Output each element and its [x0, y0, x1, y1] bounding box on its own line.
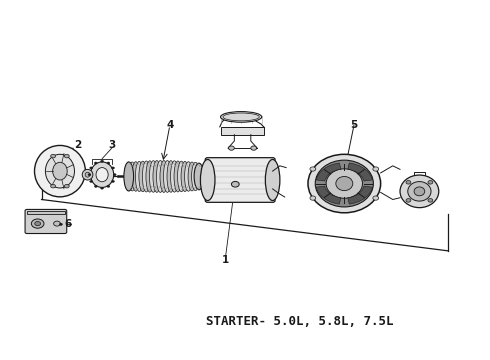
Circle shape: [64, 184, 69, 188]
Ellipse shape: [156, 161, 164, 192]
FancyBboxPatch shape: [25, 210, 67, 234]
Ellipse shape: [174, 161, 182, 192]
Ellipse shape: [185, 162, 192, 191]
Ellipse shape: [143, 161, 150, 192]
Circle shape: [95, 162, 97, 164]
Ellipse shape: [315, 160, 373, 207]
Bar: [27, 211, 65, 215]
Ellipse shape: [82, 169, 93, 180]
Text: 5: 5: [350, 120, 358, 130]
Circle shape: [428, 199, 433, 202]
Ellipse shape: [181, 161, 189, 192]
Ellipse shape: [326, 169, 363, 198]
Circle shape: [428, 181, 433, 184]
Circle shape: [310, 167, 316, 171]
Circle shape: [373, 196, 379, 200]
Circle shape: [406, 199, 411, 202]
Text: 1: 1: [222, 255, 229, 265]
Ellipse shape: [223, 113, 259, 121]
Ellipse shape: [146, 161, 154, 192]
Ellipse shape: [220, 112, 262, 122]
Circle shape: [107, 162, 110, 164]
Circle shape: [59, 223, 62, 225]
Ellipse shape: [408, 181, 431, 201]
Wedge shape: [316, 163, 341, 181]
Ellipse shape: [167, 161, 175, 192]
Circle shape: [50, 154, 55, 158]
Circle shape: [90, 167, 93, 169]
Circle shape: [100, 187, 103, 189]
Text: 3: 3: [108, 140, 116, 149]
Circle shape: [95, 185, 97, 188]
Circle shape: [251, 146, 257, 150]
Circle shape: [112, 180, 115, 183]
Ellipse shape: [91, 162, 114, 188]
Text: 2: 2: [74, 140, 81, 149]
Circle shape: [228, 146, 234, 150]
Text: STARTER- 5.0L, 5.8L, 7.5L: STARTER- 5.0L, 5.8L, 7.5L: [206, 315, 394, 328]
Ellipse shape: [414, 187, 425, 196]
Wedge shape: [316, 186, 341, 204]
Circle shape: [113, 174, 116, 176]
Ellipse shape: [135, 161, 143, 192]
Ellipse shape: [153, 161, 161, 192]
Wedge shape: [348, 186, 372, 204]
Ellipse shape: [96, 168, 108, 182]
Circle shape: [310, 196, 316, 200]
Circle shape: [112, 167, 115, 169]
Ellipse shape: [400, 175, 439, 208]
Ellipse shape: [336, 176, 353, 191]
Ellipse shape: [160, 161, 168, 192]
Ellipse shape: [266, 159, 280, 201]
Ellipse shape: [308, 154, 381, 213]
Circle shape: [90, 180, 93, 183]
Ellipse shape: [188, 162, 196, 191]
Circle shape: [406, 181, 411, 184]
Ellipse shape: [139, 161, 147, 192]
Ellipse shape: [164, 161, 171, 192]
Ellipse shape: [85, 172, 90, 177]
Ellipse shape: [34, 145, 85, 197]
Ellipse shape: [171, 161, 178, 192]
Circle shape: [53, 221, 60, 226]
Circle shape: [50, 184, 55, 188]
Ellipse shape: [132, 162, 140, 191]
Circle shape: [373, 167, 379, 171]
Ellipse shape: [200, 159, 215, 201]
Ellipse shape: [128, 162, 136, 191]
Circle shape: [88, 174, 91, 176]
Wedge shape: [348, 163, 372, 181]
Ellipse shape: [46, 154, 74, 188]
Text: 6: 6: [65, 219, 72, 229]
Bar: [221, 127, 265, 135]
Ellipse shape: [124, 162, 134, 191]
Text: 4: 4: [166, 120, 173, 130]
Ellipse shape: [149, 161, 157, 192]
Circle shape: [31, 219, 44, 228]
Ellipse shape: [177, 161, 185, 192]
Ellipse shape: [125, 162, 133, 191]
Ellipse shape: [192, 162, 199, 191]
Circle shape: [64, 154, 69, 158]
Ellipse shape: [194, 163, 204, 190]
Ellipse shape: [53, 162, 67, 180]
Circle shape: [35, 221, 41, 226]
Circle shape: [231, 181, 239, 187]
FancyBboxPatch shape: [205, 158, 275, 202]
Circle shape: [100, 160, 103, 162]
Circle shape: [107, 185, 110, 188]
